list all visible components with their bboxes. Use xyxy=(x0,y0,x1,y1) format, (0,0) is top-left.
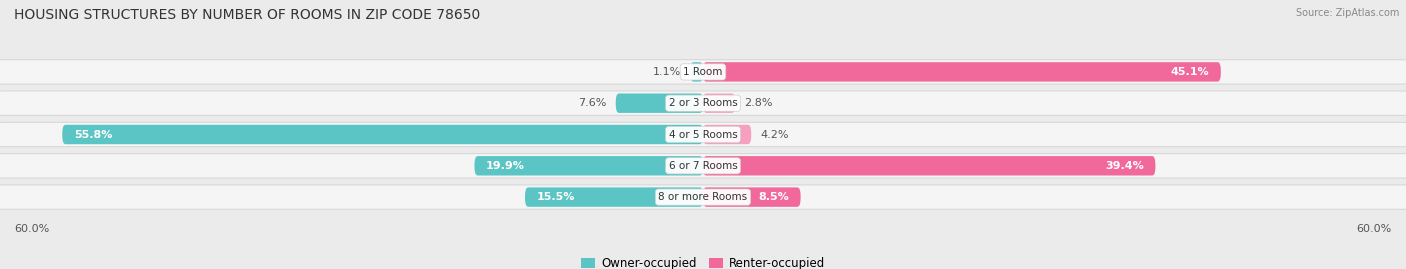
FancyBboxPatch shape xyxy=(703,156,1156,175)
Text: 39.4%: 39.4% xyxy=(1105,161,1144,171)
FancyBboxPatch shape xyxy=(0,60,1406,84)
FancyBboxPatch shape xyxy=(524,187,703,207)
FancyBboxPatch shape xyxy=(690,62,703,82)
Text: 8.5%: 8.5% xyxy=(758,192,789,202)
FancyBboxPatch shape xyxy=(62,125,703,144)
Text: 2.8%: 2.8% xyxy=(744,98,773,108)
FancyBboxPatch shape xyxy=(616,94,703,113)
Text: 1.1%: 1.1% xyxy=(652,67,681,77)
FancyBboxPatch shape xyxy=(474,156,703,175)
Text: HOUSING STRUCTURES BY NUMBER OF ROOMS IN ZIP CODE 78650: HOUSING STRUCTURES BY NUMBER OF ROOMS IN… xyxy=(14,8,481,22)
FancyBboxPatch shape xyxy=(703,94,735,113)
Text: 2 or 3 Rooms: 2 or 3 Rooms xyxy=(669,98,737,108)
Text: 6 or 7 Rooms: 6 or 7 Rooms xyxy=(669,161,737,171)
Text: 8 or more Rooms: 8 or more Rooms xyxy=(658,192,748,202)
Text: 55.8%: 55.8% xyxy=(73,129,112,140)
FancyBboxPatch shape xyxy=(703,125,751,144)
Legend: Owner-occupied, Renter-occupied: Owner-occupied, Renter-occupied xyxy=(576,253,830,269)
FancyBboxPatch shape xyxy=(0,185,1406,209)
Text: Source: ZipAtlas.com: Source: ZipAtlas.com xyxy=(1295,8,1399,18)
Text: 7.6%: 7.6% xyxy=(578,98,606,108)
FancyBboxPatch shape xyxy=(703,187,800,207)
FancyBboxPatch shape xyxy=(0,154,1406,178)
Text: 15.5%: 15.5% xyxy=(537,192,575,202)
Text: 60.0%: 60.0% xyxy=(14,224,49,234)
Text: 45.1%: 45.1% xyxy=(1171,67,1209,77)
FancyBboxPatch shape xyxy=(703,62,1220,82)
Text: 4.2%: 4.2% xyxy=(761,129,789,140)
FancyBboxPatch shape xyxy=(0,91,1406,115)
Text: 19.9%: 19.9% xyxy=(486,161,524,171)
Text: 60.0%: 60.0% xyxy=(1357,224,1392,234)
Text: 1 Room: 1 Room xyxy=(683,67,723,77)
FancyBboxPatch shape xyxy=(0,122,1406,147)
Text: 4 or 5 Rooms: 4 or 5 Rooms xyxy=(669,129,737,140)
